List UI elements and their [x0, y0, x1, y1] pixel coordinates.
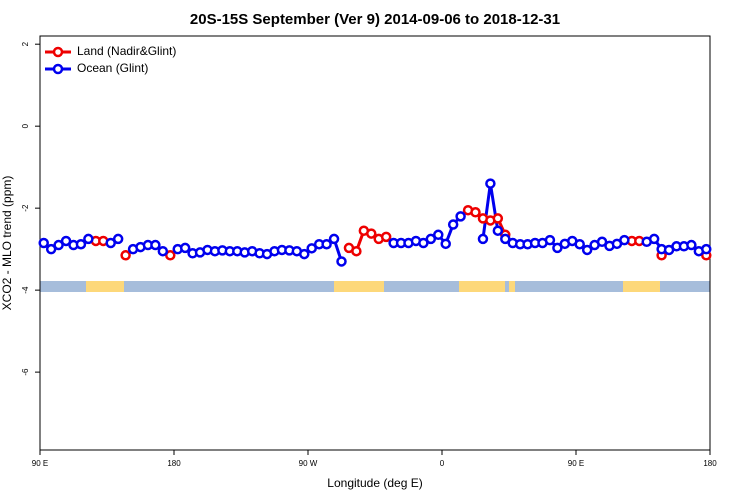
data-point [477, 233, 489, 245]
data-point [328, 233, 340, 245]
data-point [619, 234, 630, 246]
data-point [321, 238, 332, 250]
data-point [701, 243, 712, 255]
land-strip [86, 281, 124, 292]
x-tick-label: 90 E [32, 459, 48, 468]
data-point [38, 237, 49, 249]
data-point [648, 233, 660, 245]
y-tick-label: -2 [21, 204, 30, 212]
data-point [544, 234, 556, 246]
data-point [105, 237, 116, 249]
data-point [581, 244, 593, 256]
x-tick-label: 180 [167, 459, 181, 468]
y-axis-label: XCO2 - MLO trend (ppm) [0, 176, 14, 311]
data-point [299, 248, 310, 260]
data-point [447, 219, 459, 230]
legend-label: Land (Nadir&Glint) [77, 44, 176, 58]
data-point [380, 231, 392, 243]
legend-marker [52, 46, 64, 58]
y-tick-label: 0 [21, 123, 30, 128]
chart-title: 20S-15S September (Ver 9) 2014-09-06 to … [190, 11, 560, 28]
legend-marker [52, 63, 64, 75]
x-tick-label: 90 E [568, 459, 584, 468]
data-point [351, 245, 362, 257]
x-axis-label: Longitude (deg E) [327, 476, 422, 490]
x-tick-label: 180 [703, 459, 717, 468]
data-point [83, 233, 94, 245]
data-point [179, 242, 191, 254]
data-point [470, 207, 481, 218]
data-point [492, 213, 504, 224]
x-tick-label: 0 [440, 459, 445, 468]
data-point [75, 238, 87, 250]
y-tick-label: 2 [21, 41, 30, 46]
legend-label: Ocean (Glint) [77, 61, 148, 75]
data-point [485, 178, 496, 189]
data-point [433, 229, 444, 241]
data-point [596, 236, 608, 248]
land-strip [623, 281, 660, 292]
data-point [157, 245, 169, 257]
data-point [500, 233, 511, 245]
data-point [165, 250, 176, 261]
data-point [112, 233, 124, 245]
data-point [440, 238, 451, 250]
land-mask-strip [40, 281, 710, 292]
data-point [150, 239, 161, 251]
data-point [120, 250, 131, 261]
land-strip [334, 281, 384, 292]
y-tick-label: -6 [21, 368, 30, 376]
data-point [45, 243, 57, 255]
x-tick-label: 90 W [299, 459, 318, 468]
data-point [306, 243, 317, 254]
data-point [53, 239, 64, 251]
data-point [366, 228, 377, 239]
data-point [425, 233, 437, 245]
data-point [336, 256, 347, 267]
data-point [686, 239, 697, 251]
data-point [455, 211, 466, 222]
data-point [552, 242, 563, 254]
data-point [418, 237, 429, 249]
y-tick-label: -4 [21, 286, 30, 294]
land-strip [509, 281, 515, 292]
data-point [492, 225, 504, 236]
land-strip [459, 281, 505, 292]
data-point [574, 238, 585, 250]
data-point [60, 235, 72, 247]
